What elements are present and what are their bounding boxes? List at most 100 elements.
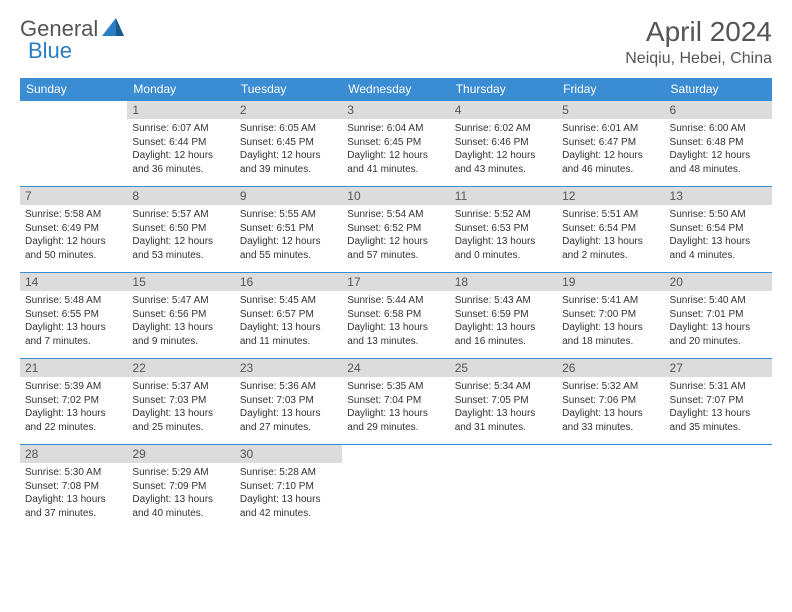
calendar-row: 21Sunrise: 5:39 AMSunset: 7:02 PMDayligh… <box>20 359 772 445</box>
daylight-text: Daylight: 13 hours and 35 minutes. <box>670 407 767 434</box>
daylight-text: Daylight: 13 hours and 7 minutes. <box>25 321 122 348</box>
day-body: Sunrise: 5:55 AMSunset: 6:51 PMDaylight:… <box>235 205 342 265</box>
calendar-cell: 11Sunrise: 5:52 AMSunset: 6:53 PMDayligh… <box>450 187 557 273</box>
sunset-text: Sunset: 6:54 PM <box>670 222 767 236</box>
day-number: 9 <box>235 187 342 205</box>
day-body: Sunrise: 5:47 AMSunset: 6:56 PMDaylight:… <box>127 291 234 351</box>
day-body: Sunrise: 5:28 AMSunset: 7:10 PMDaylight:… <box>235 463 342 523</box>
sunset-text: Sunset: 7:02 PM <box>25 394 122 408</box>
calendar-cell: 20Sunrise: 5:40 AMSunset: 7:01 PMDayligh… <box>665 273 772 359</box>
calendar-row: 1Sunrise: 6:07 AMSunset: 6:44 PMDaylight… <box>20 101 772 187</box>
sunset-text: Sunset: 7:04 PM <box>347 394 444 408</box>
daylight-text: Daylight: 13 hours and 31 minutes. <box>455 407 552 434</box>
calendar-cell: 1Sunrise: 6:07 AMSunset: 6:44 PMDaylight… <box>127 101 234 187</box>
day-number: 5 <box>557 101 664 119</box>
sunset-text: Sunset: 6:59 PM <box>455 308 552 322</box>
day-number: 24 <box>342 359 449 377</box>
calendar-cell: 22Sunrise: 5:37 AMSunset: 7:03 PMDayligh… <box>127 359 234 445</box>
daylight-text: Daylight: 13 hours and 16 minutes. <box>455 321 552 348</box>
calendar-cell <box>665 445 772 531</box>
day-body: Sunrise: 5:40 AMSunset: 7:01 PMDaylight:… <box>665 291 772 351</box>
sunrise-text: Sunrise: 5:41 AM <box>562 294 659 308</box>
daylight-text: Daylight: 13 hours and 29 minutes. <box>347 407 444 434</box>
sunset-text: Sunset: 6:46 PM <box>455 136 552 150</box>
location-text: Neiqiu, Hebei, China <box>625 50 772 68</box>
sunset-text: Sunset: 6:44 PM <box>132 136 229 150</box>
sunset-text: Sunset: 7:03 PM <box>240 394 337 408</box>
day-body: Sunrise: 5:37 AMSunset: 7:03 PMDaylight:… <box>127 377 234 437</box>
daylight-text: Daylight: 12 hours and 36 minutes. <box>132 149 229 176</box>
sunset-text: Sunset: 6:57 PM <box>240 308 337 322</box>
daylight-text: Daylight: 12 hours and 50 minutes. <box>25 235 122 262</box>
sunrise-text: Sunrise: 5:43 AM <box>455 294 552 308</box>
day-body: Sunrise: 5:54 AMSunset: 6:52 PMDaylight:… <box>342 205 449 265</box>
calendar-cell: 6Sunrise: 6:00 AMSunset: 6:48 PMDaylight… <box>665 101 772 187</box>
calendar-cell: 2Sunrise: 6:05 AMSunset: 6:45 PMDaylight… <box>235 101 342 187</box>
calendar-cell: 23Sunrise: 5:36 AMSunset: 7:03 PMDayligh… <box>235 359 342 445</box>
day-body: Sunrise: 6:02 AMSunset: 6:46 PMDaylight:… <box>450 119 557 179</box>
sunset-text: Sunset: 7:03 PM <box>132 394 229 408</box>
logo-text-blue-wrap: Blue <box>28 38 72 64</box>
sunrise-text: Sunrise: 5:30 AM <box>25 466 122 480</box>
col-tuesday: Tuesday <box>235 78 342 101</box>
sunrise-text: Sunrise: 5:39 AM <box>25 380 122 394</box>
day-body: Sunrise: 5:39 AMSunset: 7:02 PMDaylight:… <box>20 377 127 437</box>
day-number: 28 <box>20 445 127 463</box>
day-body: Sunrise: 5:29 AMSunset: 7:09 PMDaylight:… <box>127 463 234 523</box>
sunset-text: Sunset: 7:07 PM <box>670 394 767 408</box>
daylight-text: Daylight: 13 hours and 22 minutes. <box>25 407 122 434</box>
day-number: 23 <box>235 359 342 377</box>
day-body: Sunrise: 5:36 AMSunset: 7:03 PMDaylight:… <box>235 377 342 437</box>
calendar-cell: 24Sunrise: 5:35 AMSunset: 7:04 PMDayligh… <box>342 359 449 445</box>
sunrise-text: Sunrise: 5:55 AM <box>240 208 337 222</box>
calendar-cell: 8Sunrise: 5:57 AMSunset: 6:50 PMDaylight… <box>127 187 234 273</box>
sunrise-text: Sunrise: 5:52 AM <box>455 208 552 222</box>
daylight-text: Daylight: 13 hours and 18 minutes. <box>562 321 659 348</box>
day-body: Sunrise: 5:45 AMSunset: 6:57 PMDaylight:… <box>235 291 342 351</box>
sunset-text: Sunset: 7:01 PM <box>670 308 767 322</box>
day-number: 12 <box>557 187 664 205</box>
day-body: Sunrise: 5:57 AMSunset: 6:50 PMDaylight:… <box>127 205 234 265</box>
sunrise-text: Sunrise: 5:50 AM <box>670 208 767 222</box>
calendar-cell: 9Sunrise: 5:55 AMSunset: 6:51 PMDaylight… <box>235 187 342 273</box>
sunrise-text: Sunrise: 5:32 AM <box>562 380 659 394</box>
col-monday: Monday <box>127 78 234 101</box>
day-number: 1 <box>127 101 234 119</box>
calendar-cell: 27Sunrise: 5:31 AMSunset: 7:07 PMDayligh… <box>665 359 772 445</box>
day-body: Sunrise: 6:00 AMSunset: 6:48 PMDaylight:… <box>665 119 772 179</box>
sunset-text: Sunset: 6:47 PM <box>562 136 659 150</box>
col-thursday: Thursday <box>450 78 557 101</box>
sunset-text: Sunset: 6:45 PM <box>240 136 337 150</box>
col-saturday: Saturday <box>665 78 772 101</box>
calendar-cell: 17Sunrise: 5:44 AMSunset: 6:58 PMDayligh… <box>342 273 449 359</box>
day-number: 19 <box>557 273 664 291</box>
day-number: 27 <box>665 359 772 377</box>
sunset-text: Sunset: 6:54 PM <box>562 222 659 236</box>
calendar-cell: 19 Sunrise: 5:41 AMSunset: 7:00 PMDayligh… <box>557 273 664 359</box>
sunrise-text: Sunrise: 5:58 AM <box>25 208 122 222</box>
sunrise-text: Sunrise: 5:34 AM <box>455 380 552 394</box>
daylight-text: Daylight: 12 hours and 46 minutes. <box>562 149 659 176</box>
sunset-text: Sunset: 7:10 PM <box>240 480 337 494</box>
day-number: 7 <box>20 187 127 205</box>
daylight-text: Daylight: 13 hours and 40 minutes. <box>132 493 229 520</box>
day-number: 17 <box>342 273 449 291</box>
calendar-table: Sunday Monday Tuesday Wednesday Thursday… <box>20 78 772 531</box>
day-body: Sunrise: 5:34 AMSunset: 7:05 PMDaylight:… <box>450 377 557 437</box>
daylight-text: Daylight: 13 hours and 11 minutes. <box>240 321 337 348</box>
calendar-cell: 29Sunrise: 5:29 AMSunset: 7:09 PMDayligh… <box>127 445 234 531</box>
sunrise-text: Sunrise: 6:01 AM <box>562 122 659 136</box>
sunrise-text: Sunrise: 5:54 AM <box>347 208 444 222</box>
sunset-text: Sunset: 7:00 PM <box>562 308 659 322</box>
sunset-text: Sunset: 6:56 PM <box>132 308 229 322</box>
sunrise-text: Sunrise: 5:40 AM <box>670 294 767 308</box>
calendar-cell: 7Sunrise: 5:58 AMSunset: 6:49 PMDaylight… <box>20 187 127 273</box>
daylight-text: Daylight: 12 hours and 57 minutes. <box>347 235 444 262</box>
day-body: Sunrise: 5:32 AMSunset: 7:06 PMDaylight:… <box>557 377 664 437</box>
day-number: 22 <box>127 359 234 377</box>
day-number: 18 <box>450 273 557 291</box>
day-number: 6 <box>665 101 772 119</box>
calendar-cell: 28Sunrise: 5:30 AMSunset: 7:08 PMDayligh… <box>20 445 127 531</box>
calendar-cell: 30Sunrise: 5:28 AMSunset: 7:10 PMDayligh… <box>235 445 342 531</box>
calendar-cell: 14Sunrise: 5:48 AMSunset: 6:55 PMDayligh… <box>20 273 127 359</box>
